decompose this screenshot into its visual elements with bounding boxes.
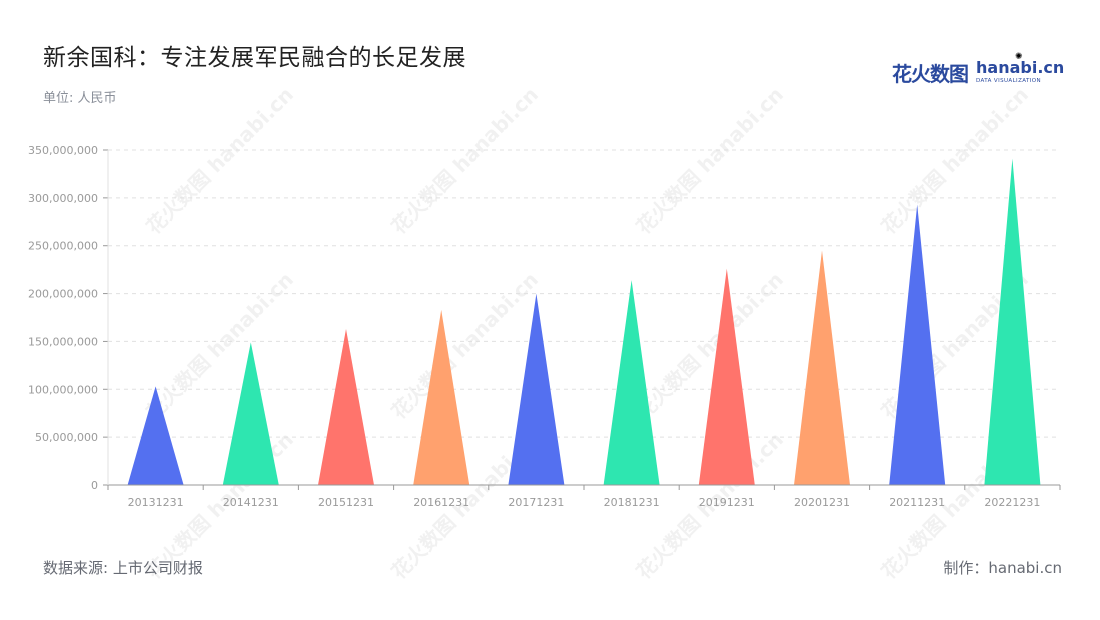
data-source: 数据来源: 上市公司财报	[43, 559, 203, 577]
x-tick-label: 20221231	[984, 496, 1040, 509]
y-tick-label: 150,000,000	[28, 335, 98, 348]
spark-icon: ✺	[1015, 52, 1023, 62]
x-tick-label: 20131231	[128, 496, 184, 509]
x-tick-label: 20141231	[223, 496, 279, 509]
bar-20141231	[222, 342, 279, 485]
brand-logo: 花火数图 hanabi.cn ✺ DATA VISUALIZATION	[892, 52, 1064, 90]
x-tick-label: 20171231	[508, 496, 564, 509]
y-tick-label: 200,000,000	[28, 288, 98, 301]
bar-20181231	[603, 280, 660, 485]
bar-20191231	[698, 268, 755, 485]
y-tick-label: 100,000,000	[28, 383, 98, 396]
bar-20221231	[984, 158, 1041, 485]
y-tick-label: 250,000,000	[28, 240, 98, 253]
y-tick-label: 50,000,000	[35, 431, 98, 444]
logo-cn-text: 花火数图	[892, 62, 969, 86]
bar-20131231	[127, 386, 184, 485]
chart-title: 新余国科：专注发展军民融合的长足发展	[43, 45, 466, 71]
x-tick-label: 20181231	[604, 496, 660, 509]
x-axis-ticks: 20131231 20141231 20151231 20161231 20171231…	[107, 485, 1061, 509]
bar-20151231	[318, 328, 374, 485]
maker-credit: 制作：hanabi.cn	[943, 559, 1062, 577]
unit-label: 单位: 人民币	[43, 91, 117, 106]
y-tick-label: 300,000,000	[28, 192, 98, 205]
x-tick-label: 20151231	[318, 496, 374, 509]
y-tick-label: 0	[91, 479, 98, 492]
x-tick-label: 20201231	[794, 496, 850, 509]
bar-20201231	[794, 250, 850, 485]
x-tick-label: 20211231	[889, 496, 945, 509]
bars	[127, 158, 1041, 486]
logo-en-text: hanabi.cn	[976, 58, 1065, 77]
bar-20161231	[413, 309, 470, 485]
x-tick-label: 20191231	[699, 496, 755, 509]
y-tick-label: 350,000,000	[28, 144, 98, 157]
x-tick-label: 20161231	[413, 496, 469, 509]
logo-subtitle: DATA VISUALIZATION	[976, 78, 1041, 84]
bar-20211231	[889, 204, 946, 486]
y-axis-ticks: 0 50,000,000 100,000,000 150,000,000 200,000…	[28, 144, 108, 492]
bar-20171231	[508, 293, 565, 485]
